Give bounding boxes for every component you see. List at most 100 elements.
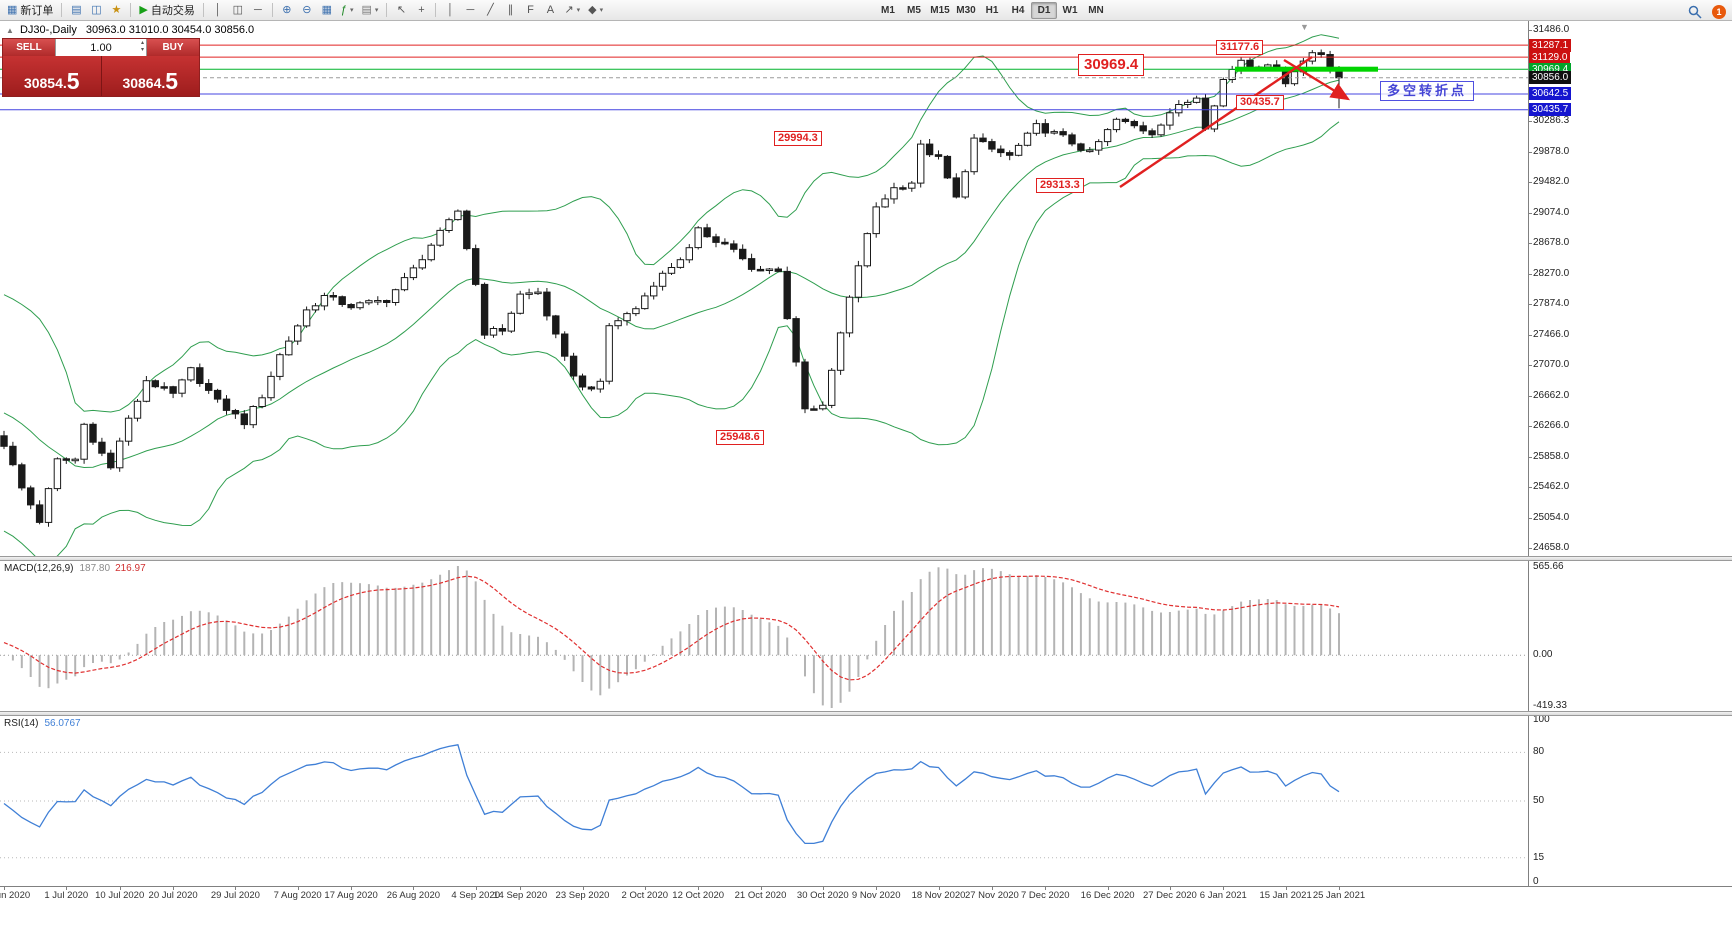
caret-down-icon: ▾ xyxy=(350,7,354,14)
time-axis-tick-mark xyxy=(235,886,237,890)
new-order-button[interactable]: ▦ 新订单 xyxy=(3,1,57,19)
timeframe-d1[interactable]: D1 xyxy=(1031,2,1057,19)
crosshair-button[interactable]: + xyxy=(411,1,431,19)
timeframe-m5[interactable]: M5 xyxy=(907,5,921,16)
text-label-button[interactable]: A xyxy=(540,1,560,19)
sell-price-big-digit: 5 xyxy=(66,68,80,94)
auto-trading-button[interactable]: ▶ 自动交易 xyxy=(135,1,198,19)
timeframe-w1[interactable]: W1 xyxy=(1062,5,1078,16)
chart-shift-marker[interactable]: ▼ xyxy=(1300,22,1309,32)
trendline-button[interactable]: ╱ xyxy=(480,1,500,19)
candlestick-chart-button[interactable]: ◫ xyxy=(228,1,248,19)
price-axis-highlight: 30856.0 xyxy=(1529,71,1572,85)
volume-value: 1.00 xyxy=(90,41,112,54)
volume-stepper[interactable]: ▴ ▾ xyxy=(141,40,144,54)
price-axis-tick: 28678.0 xyxy=(1533,237,1570,249)
price-axis-tick-mark xyxy=(1528,121,1532,122)
timeframe-m15[interactable]: M15 xyxy=(930,5,950,16)
spin-up-icon[interactable]: ▴ xyxy=(140,40,144,46)
price-annotation[interactable]: 25948.6 xyxy=(716,430,764,445)
date-label: 17 Aug 2020 xyxy=(324,890,378,901)
time-axis-tick-mark xyxy=(876,886,878,890)
notification-badge[interactable]: 1 xyxy=(1712,5,1726,19)
symbol-header: ▲ DJ30-,Daily 30963.0 31010.0 30454.0 30… xyxy=(6,24,254,36)
line-chart-button[interactable]: ─ xyxy=(248,1,268,19)
caret-down-icon: ▾ xyxy=(374,7,379,14)
price-annotation[interactable]: 29994.3 xyxy=(774,131,822,146)
volume-input[interactable]: 1.00 ▴ ▾ xyxy=(55,39,147,56)
panel-separator[interactable] xyxy=(0,556,1732,561)
spin-down-icon[interactable]: ▾ xyxy=(140,47,144,53)
toolbar-separator xyxy=(435,3,437,17)
timeframe-m1[interactable]: M1 xyxy=(881,5,895,16)
one-click-trading-widget: SELL 1.00 ▴ ▾ BUY 30854. 5 30864. 5 xyxy=(2,38,200,97)
cursor-icon: ↖ xyxy=(396,3,407,16)
date-label: 20 Jul 2020 xyxy=(148,890,198,901)
time-axis-tick-mark xyxy=(991,886,993,890)
tile-windows-button[interactable]: ▦ xyxy=(317,1,337,19)
cursor-button[interactable]: ↖ xyxy=(391,1,411,19)
timeframe-mn[interactable]: MN xyxy=(1088,5,1104,16)
search-button[interactable] xyxy=(1684,3,1706,21)
symbol-ohlc: 30963.0 31010.0 30454.0 30856.0 xyxy=(85,24,255,36)
price-annotation[interactable]: 30435.7 xyxy=(1236,95,1284,110)
arrows-button[interactable]: ↗ ▾ xyxy=(560,1,584,19)
price-annotation[interactable]: 31177.6 xyxy=(1216,40,1264,55)
price-annotation[interactable]: 30969.4 xyxy=(1078,54,1145,76)
date-label: 2 Oct 2020 xyxy=(621,890,669,901)
price-axis-tick-mark xyxy=(1528,365,1532,367)
price-annotation[interactable]: 29313.3 xyxy=(1036,178,1084,193)
zoom-in-button[interactable]: ⊕ xyxy=(277,1,297,19)
buy-button[interactable]: BUY xyxy=(147,39,199,56)
zoom-in-icon: ⊕ xyxy=(282,3,292,16)
fibonacci-button[interactable]: F xyxy=(520,1,540,19)
panel-separator[interactable] xyxy=(0,711,1732,716)
date-label: 15 Jan 2021 xyxy=(1259,890,1312,901)
timeframe-h4[interactable]: H4 xyxy=(1011,5,1025,16)
buy-price: 30864. xyxy=(122,75,166,91)
templates-button[interactable]: ▤ ▾ xyxy=(358,1,383,19)
rsi-axis-label: 80 xyxy=(1533,746,1545,758)
shapes-button[interactable]: ◆ ▾ xyxy=(584,1,607,19)
sell-price-button[interactable]: 30854. 5 xyxy=(3,56,102,96)
navigator-button[interactable]: ★ xyxy=(106,1,126,19)
time-axis-tick-mark xyxy=(4,886,5,890)
channel-icon: ∥ xyxy=(507,3,514,16)
toolbar-separator xyxy=(271,3,273,17)
new-order-button-label: 新订单 xyxy=(20,5,54,17)
price-axis-highlight: 30642.5 xyxy=(1529,87,1572,101)
price-axis-tick: 27466.0 xyxy=(1533,328,1570,340)
timeframe-h1[interactable]: H1 xyxy=(985,5,999,16)
market-watch-icon: ▤ xyxy=(71,3,82,16)
buy-price-big-digit: 5 xyxy=(165,68,179,94)
bar-chart-button[interactable]: │ xyxy=(208,1,228,19)
price-axis-tick: 25858.0 xyxy=(1533,450,1570,462)
timeframe-group: M1 M5 M15 M30 H1 H4 D1 W1 MN xyxy=(875,2,1109,19)
price-axis-tick: 29074.0 xyxy=(1533,206,1570,218)
price-axis-highlight: 30435.7 xyxy=(1529,103,1572,117)
date-label: 18 Nov 2020 xyxy=(911,890,966,901)
price-axis-tick-mark xyxy=(1528,273,1532,275)
timeframe-m30[interactable]: M30 xyxy=(956,5,976,16)
horizontal-line-button[interactable]: ─ xyxy=(460,1,480,19)
zoom-out-button[interactable]: ⊖ xyxy=(297,1,317,19)
time-axis-tick-mark xyxy=(1285,886,1287,890)
macd-axis-label: 0.00 xyxy=(1533,649,1553,661)
time-axis-tick-mark xyxy=(475,886,477,890)
price-annotation[interactable]: 多空转折点 xyxy=(1380,81,1475,101)
sell-button[interactable]: SELL xyxy=(3,39,55,56)
buy-price-button[interactable]: 30864. 5 xyxy=(101,56,199,96)
date-label: 14 Sep 2020 xyxy=(493,890,548,901)
data-window-button[interactable]: ◫ xyxy=(86,1,106,19)
indicators-button[interactable]: ƒ ▾ xyxy=(337,1,358,19)
market-watch-button[interactable]: ▤ xyxy=(66,1,86,19)
channel-button[interactable]: ∥ xyxy=(500,1,520,19)
collapse-triangle-icon[interactable]: ▲ xyxy=(6,26,14,35)
time-axis-tick-mark xyxy=(1339,886,1340,890)
date-label: 29 Jul 2020 xyxy=(210,890,260,901)
fibonacci-icon: F xyxy=(527,3,534,16)
vertical-line-button[interactable]: │ xyxy=(440,1,460,19)
price-axis-tick: 27070.0 xyxy=(1533,359,1570,371)
time-axis-tick-mark xyxy=(822,886,824,890)
